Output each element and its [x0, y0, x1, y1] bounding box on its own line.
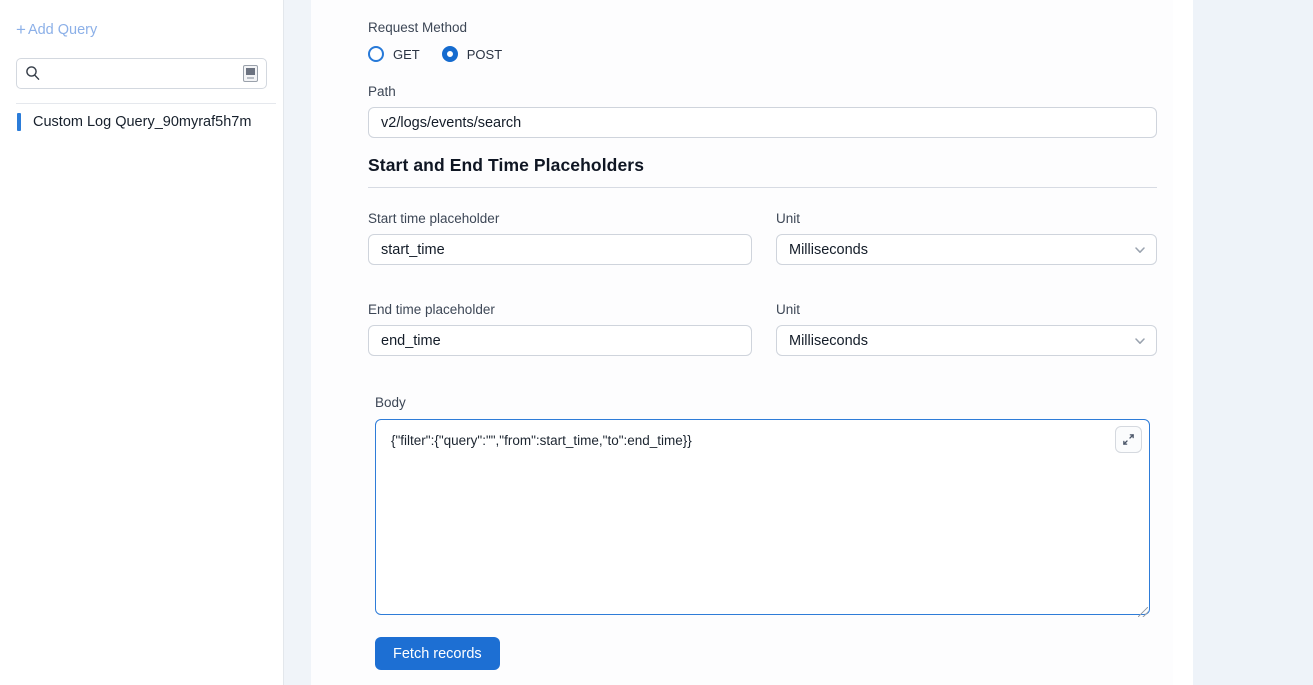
add-query-label: Add Query	[27, 22, 98, 38]
plus-icon: +	[16, 20, 26, 39]
search-input[interactable]	[16, 58, 267, 89]
end-time-field: End time placeholder	[368, 302, 752, 356]
end-unit-select[interactable]: Milliseconds	[776, 325, 1157, 356]
end-time-row: End time placeholder Unit Milliseconds	[368, 302, 1157, 356]
end-time-label: End time placeholder	[368, 302, 495, 317]
query-config-panel: Request Method GET POST Path Start and E…	[311, 0, 1173, 685]
query-item-label: Custom Log Query_90myraf5h7m	[33, 114, 252, 130]
path-field: Path	[368, 84, 1157, 138]
end-unit-field: Unit Milliseconds	[776, 302, 1157, 356]
start-time-input[interactable]	[368, 234, 752, 265]
section-divider	[368, 187, 1157, 188]
path-label: Path	[368, 84, 396, 99]
fetch-records-button[interactable]: Fetch records	[375, 637, 500, 670]
start-time-label: Start time placeholder	[368, 211, 500, 226]
end-unit-value: Milliseconds	[789, 332, 868, 349]
radio-get-icon[interactable]	[368, 46, 384, 62]
radio-get-label: GET	[393, 46, 420, 62]
expand-icon	[1123, 434, 1134, 445]
path-input[interactable]	[368, 107, 1157, 138]
right-background-area	[1193, 0, 1313, 685]
active-indicator-bar	[17, 113, 21, 131]
add-query-button[interactable]: + Add Query	[16, 20, 283, 39]
scrollbar-track[interactable]	[1173, 0, 1193, 685]
request-method-label: Request Method	[368, 20, 468, 35]
start-unit-select[interactable]: Milliseconds	[776, 234, 1157, 265]
radio-option-get[interactable]: GET	[368, 46, 420, 62]
radio-option-post[interactable]: POST	[441, 46, 503, 62]
end-unit-label: Unit	[776, 302, 801, 317]
start-time-field: Start time placeholder	[368, 211, 752, 265]
radio-post-label: POST	[466, 46, 503, 62]
start-unit-field: Unit Milliseconds	[776, 211, 1157, 265]
sidebar-item-query[interactable]: Custom Log Query_90myraf5h7m	[17, 113, 283, 131]
end-time-input[interactable]	[368, 325, 752, 356]
sidebar-divider	[16, 103, 276, 104]
extension-badge-icon[interactable]	[243, 65, 258, 82]
start-time-row: Start time placeholder Unit Milliseconds	[368, 211, 1157, 265]
chevron-down-icon	[1135, 247, 1145, 253]
sidebar: + Add Query Custom Log Query_90myraf5h7m	[0, 0, 284, 685]
body-label: Body	[375, 395, 406, 410]
body-field: Body {"filter":{"query":"","from":start_…	[375, 395, 1157, 620]
request-method-group: GET POST	[368, 46, 1157, 62]
start-unit-label: Unit	[776, 211, 801, 226]
expand-button[interactable]	[1115, 426, 1142, 453]
start-unit-value: Milliseconds	[789, 241, 868, 258]
search-icon	[26, 66, 40, 80]
chevron-down-icon	[1135, 338, 1145, 344]
sidebar-search	[16, 58, 267, 89]
radio-post-icon[interactable]	[441, 46, 458, 62]
body-textarea[interactable]: {"filter":{"query":"","from":start_time,…	[375, 419, 1150, 615]
section-heading: Start and End Time Placeholders	[368, 155, 645, 175]
